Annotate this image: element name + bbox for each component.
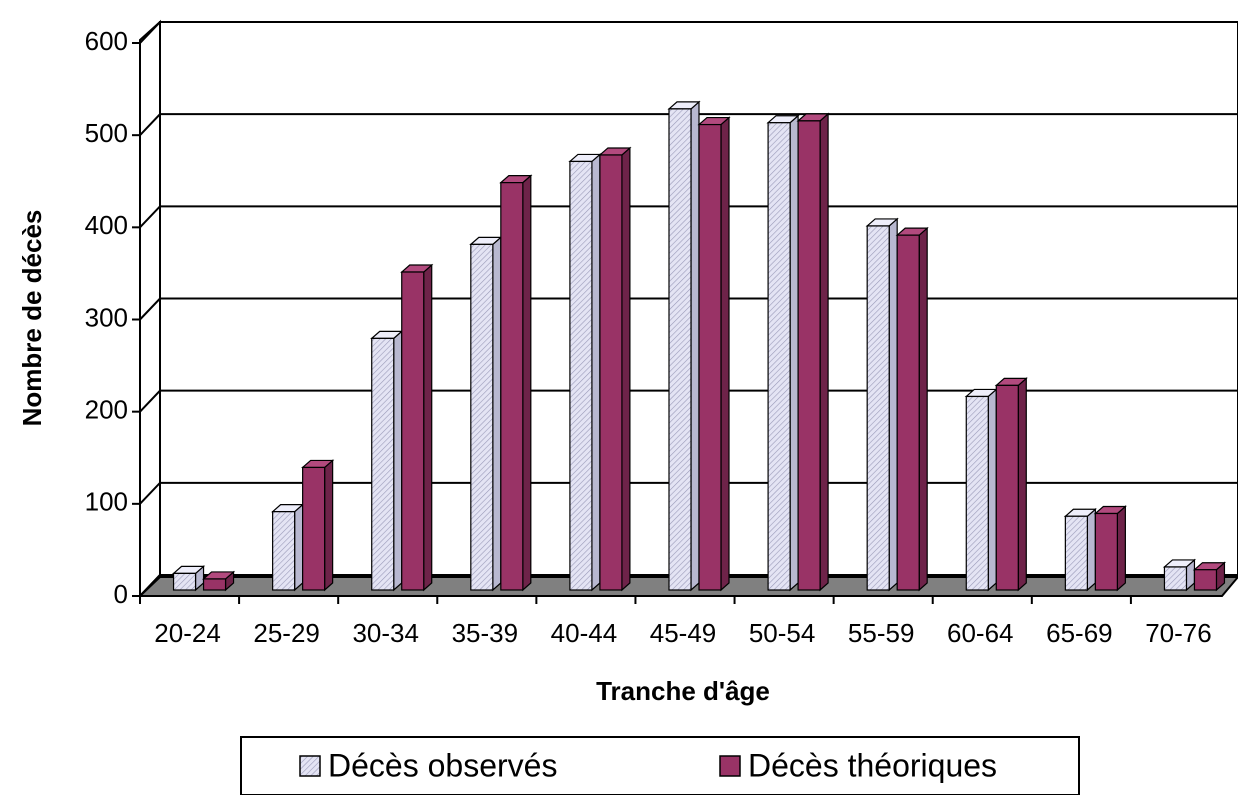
bar-side: [1017, 377, 1027, 592]
x-tick-label: 50-54: [749, 618, 816, 648]
grid-line: [139, 205, 1238, 229]
y-tick-label: 400: [85, 210, 128, 240]
bar-side: [789, 114, 799, 592]
bar: [272, 511, 296, 591]
x-tick-label: 70-76: [1145, 618, 1212, 648]
bar: [797, 120, 821, 591]
legend-label: Décès observés: [328, 747, 557, 783]
x-tick-label: 65-69: [1046, 618, 1113, 648]
x-tick-label: 30-34: [352, 618, 419, 648]
x-tick-label: 60-64: [947, 618, 1014, 648]
bar: [371, 337, 395, 591]
bar-side: [1086, 507, 1096, 592]
y-tick-label: 200: [85, 395, 128, 425]
x-tick-label: 35-39: [452, 618, 519, 648]
x-tick-label: 45-49: [650, 618, 717, 648]
bar-side: [918, 226, 928, 592]
bar-side: [393, 330, 403, 592]
x-tick-label: 55-59: [848, 618, 915, 648]
bar: [965, 395, 989, 591]
bar-side: [294, 503, 304, 592]
bar: [767, 122, 791, 591]
x-tick-label: 40-44: [551, 618, 618, 648]
y-tick-label: 0: [114, 579, 128, 609]
bar: [866, 225, 890, 591]
bar: [569, 160, 593, 591]
bar-side: [492, 236, 502, 592]
y-tick-label: 500: [85, 118, 128, 148]
bar: [172, 572, 197, 591]
x-tick-label: 20-24: [154, 618, 221, 648]
bar: [1163, 566, 1188, 591]
bar-side: [621, 146, 631, 592]
y-tick-label: 600: [85, 26, 128, 56]
legend-swatch: [299, 755, 321, 777]
bar: [500, 182, 524, 591]
bar: [896, 234, 920, 591]
bar-side: [819, 112, 829, 592]
bar-side: [987, 388, 997, 592]
bar-side: [324, 459, 334, 592]
x-axis-title: Tranche d'âge: [596, 676, 770, 706]
grid-line: [139, 21, 1238, 44]
y-tick-label: 300: [85, 302, 128, 332]
legend-label: Décès théoriques: [748, 747, 997, 783]
legend: [240, 736, 1080, 795]
x-tick-label: 25-29: [253, 618, 320, 648]
bar: [302, 466, 326, 591]
bar: [1094, 512, 1118, 591]
bar: [698, 123, 722, 591]
legend-swatch: [719, 755, 741, 777]
bar: [995, 384, 1019, 591]
bar-side: [888, 217, 898, 592]
bar: [1193, 569, 1218, 591]
bar-side: [720, 116, 730, 592]
bar-side: [690, 100, 700, 592]
bar-side: [522, 174, 532, 592]
bar: [470, 243, 494, 591]
y-tick-label: 100: [85, 487, 128, 517]
y-axis-title: Nombre de décès: [17, 210, 47, 427]
bar-side: [1116, 505, 1126, 592]
bar: [599, 154, 623, 591]
grid-line: [139, 113, 1238, 136]
bar-side: [423, 263, 433, 592]
bar: [401, 271, 425, 591]
bar: [202, 578, 227, 591]
bar: [668, 108, 692, 591]
bar: [1064, 515, 1088, 591]
bar-side: [591, 153, 601, 592]
